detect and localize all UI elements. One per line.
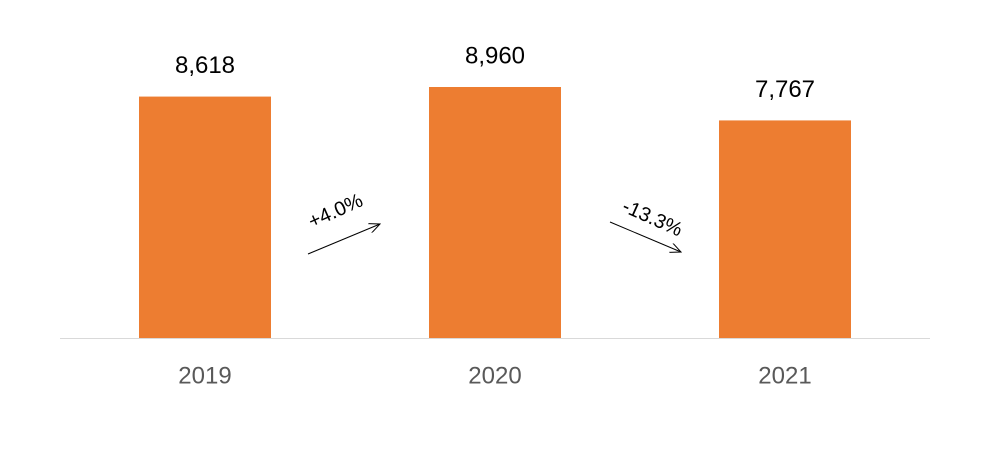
value-label: 8,618 xyxy=(175,52,235,79)
annotation: -13.3% xyxy=(619,195,686,241)
value-label: 8,960 xyxy=(465,42,525,69)
arrow-down xyxy=(609,221,681,252)
arrow-up xyxy=(307,224,380,255)
value-label: 7,767 xyxy=(755,76,815,103)
annotation: +4.0% xyxy=(305,190,366,233)
bar xyxy=(719,120,851,338)
x-tick-label: 2020 xyxy=(468,362,521,389)
x-tick-label: 2019 xyxy=(178,362,231,389)
bar xyxy=(139,96,271,338)
bar xyxy=(429,87,561,338)
x-tick-label: 2021 xyxy=(758,362,811,389)
